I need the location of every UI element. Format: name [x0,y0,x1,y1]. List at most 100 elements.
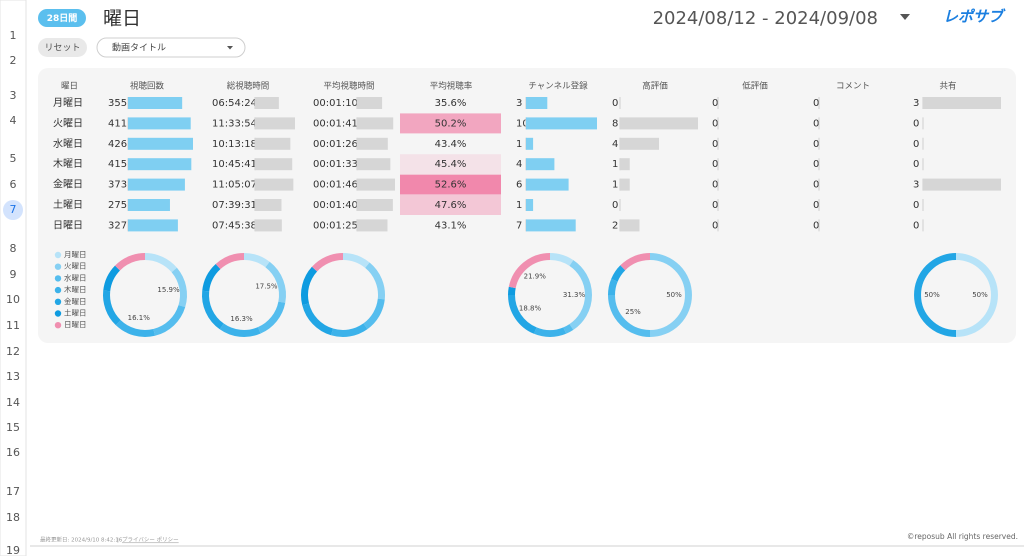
bar [357,199,393,211]
cell-value: 10 [516,118,529,129]
cell-value: 8 [612,118,618,129]
rate-value: 43.4% [435,139,467,150]
cell-value: 426 [108,139,127,150]
column-header: 曜日 [61,82,78,92]
cell-value: 3 [913,98,919,109]
cell-value: 00:01:10 [313,98,358,109]
period-badge[interactable] [38,9,86,27]
donut-segment [171,267,187,308]
legend-swatch [54,310,62,317]
donut-segment [342,253,370,269]
cell-value: 00:01:40 [313,200,358,211]
cell-value: 00:01:41 [313,118,358,129]
cell-value: 275 [108,200,127,211]
cell-value: 0 [913,118,919,129]
donut-segment [955,253,998,337]
donut-segment [620,253,651,271]
cell-value: 0 [712,200,718,211]
rate-cell [400,154,501,175]
column-header: 低評価 [742,81,768,92]
cell-value: 06:54:24 [212,98,257,109]
day-label: 水曜日 [53,138,83,150]
donut-label: 50% [972,291,988,299]
bar [357,219,388,232]
cell-value: 1 [516,139,522,150]
donut-segment [508,286,516,296]
legend-swatch [54,275,62,282]
legend-label: 火曜日 [64,262,87,271]
row-number: 6 [10,178,17,191]
day-label: 木曜日 [53,158,83,170]
cell-value: 327 [108,220,127,231]
page-title: 曜日 [103,8,141,30]
cell-value: 0 [813,118,819,129]
bar [357,137,388,150]
donut-label: 21.9% [524,272,547,280]
date-range[interactable]: 2024/08/12 - 2024/09/08 [653,8,878,29]
cell-value: 0 [913,159,919,170]
donut-segment [265,261,286,303]
row-number: 12 [6,345,20,358]
cell-value: 00:01:33 [313,159,358,170]
cell-value: 0 [913,200,919,211]
column-header: コメント [836,82,870,92]
cell-value: 2 [612,220,618,231]
bar [255,97,279,109]
filter-arrow [227,46,233,50]
cell-value: 0 [612,98,618,109]
donut-segment [243,253,270,268]
donut-segment [569,260,592,330]
donut-label: 31.3% [563,291,586,299]
rate-value: 50.2% [435,118,467,129]
bar [620,117,698,130]
donut-segment [563,324,574,334]
legend-swatch [54,263,62,270]
donut-segment [508,253,551,289]
reset-button-text: リセット [44,43,80,54]
row-number: 7 [10,203,17,216]
day-label: 金曜日 [53,178,83,191]
reset-button[interactable] [38,38,87,57]
bar [128,97,183,109]
donut-segment [153,304,186,336]
bar [526,199,534,211]
day-label: 日曜日 [53,219,83,231]
donut-label: 16.1% [128,314,151,322]
rate-cell [400,174,501,195]
donut-segment [363,298,385,330]
rate-cell [400,113,501,134]
row-number: 9 [10,268,17,281]
date-dropdown-arrow[interactable] [900,14,910,20]
donut-segment [331,323,368,337]
bar [526,117,597,130]
row-selection [3,200,23,220]
cell-value: 0 [813,98,819,109]
legend-swatch [54,286,62,294]
column-header: 平均視聴率 [430,81,473,92]
day-label: 土曜日 [53,198,83,211]
row-number: 8 [10,242,17,255]
bar [128,178,185,191]
cell-value: 3 [913,180,919,191]
rate-value: 45.4% [435,159,467,170]
column-header: 視聴回数 [130,81,165,92]
donut-segment [103,290,121,326]
bar [357,158,391,171]
row-number: 3 [10,89,17,102]
footer-separator: | [117,538,119,544]
video-title-filter[interactable] [96,37,246,58]
cell-value: 3 [516,98,522,109]
donut-label: 16.3% [230,315,253,323]
donut-segment [611,265,626,282]
column-header: 総視聴時間 [227,81,270,92]
bar [357,97,383,109]
row-number: 1 [10,29,17,42]
cell-value: 0 [913,220,919,231]
copyright: ©reposub All rights reserved. [907,532,1018,541]
cell-value: 415 [108,159,127,170]
cell-value: 0 [612,200,618,211]
cell-value: 00:01:25 [313,220,358,231]
privacy-link[interactable]: プライバシー ポリシー [122,537,179,544]
legend-swatch [54,251,62,259]
legend-label: 木曜日 [64,284,87,294]
